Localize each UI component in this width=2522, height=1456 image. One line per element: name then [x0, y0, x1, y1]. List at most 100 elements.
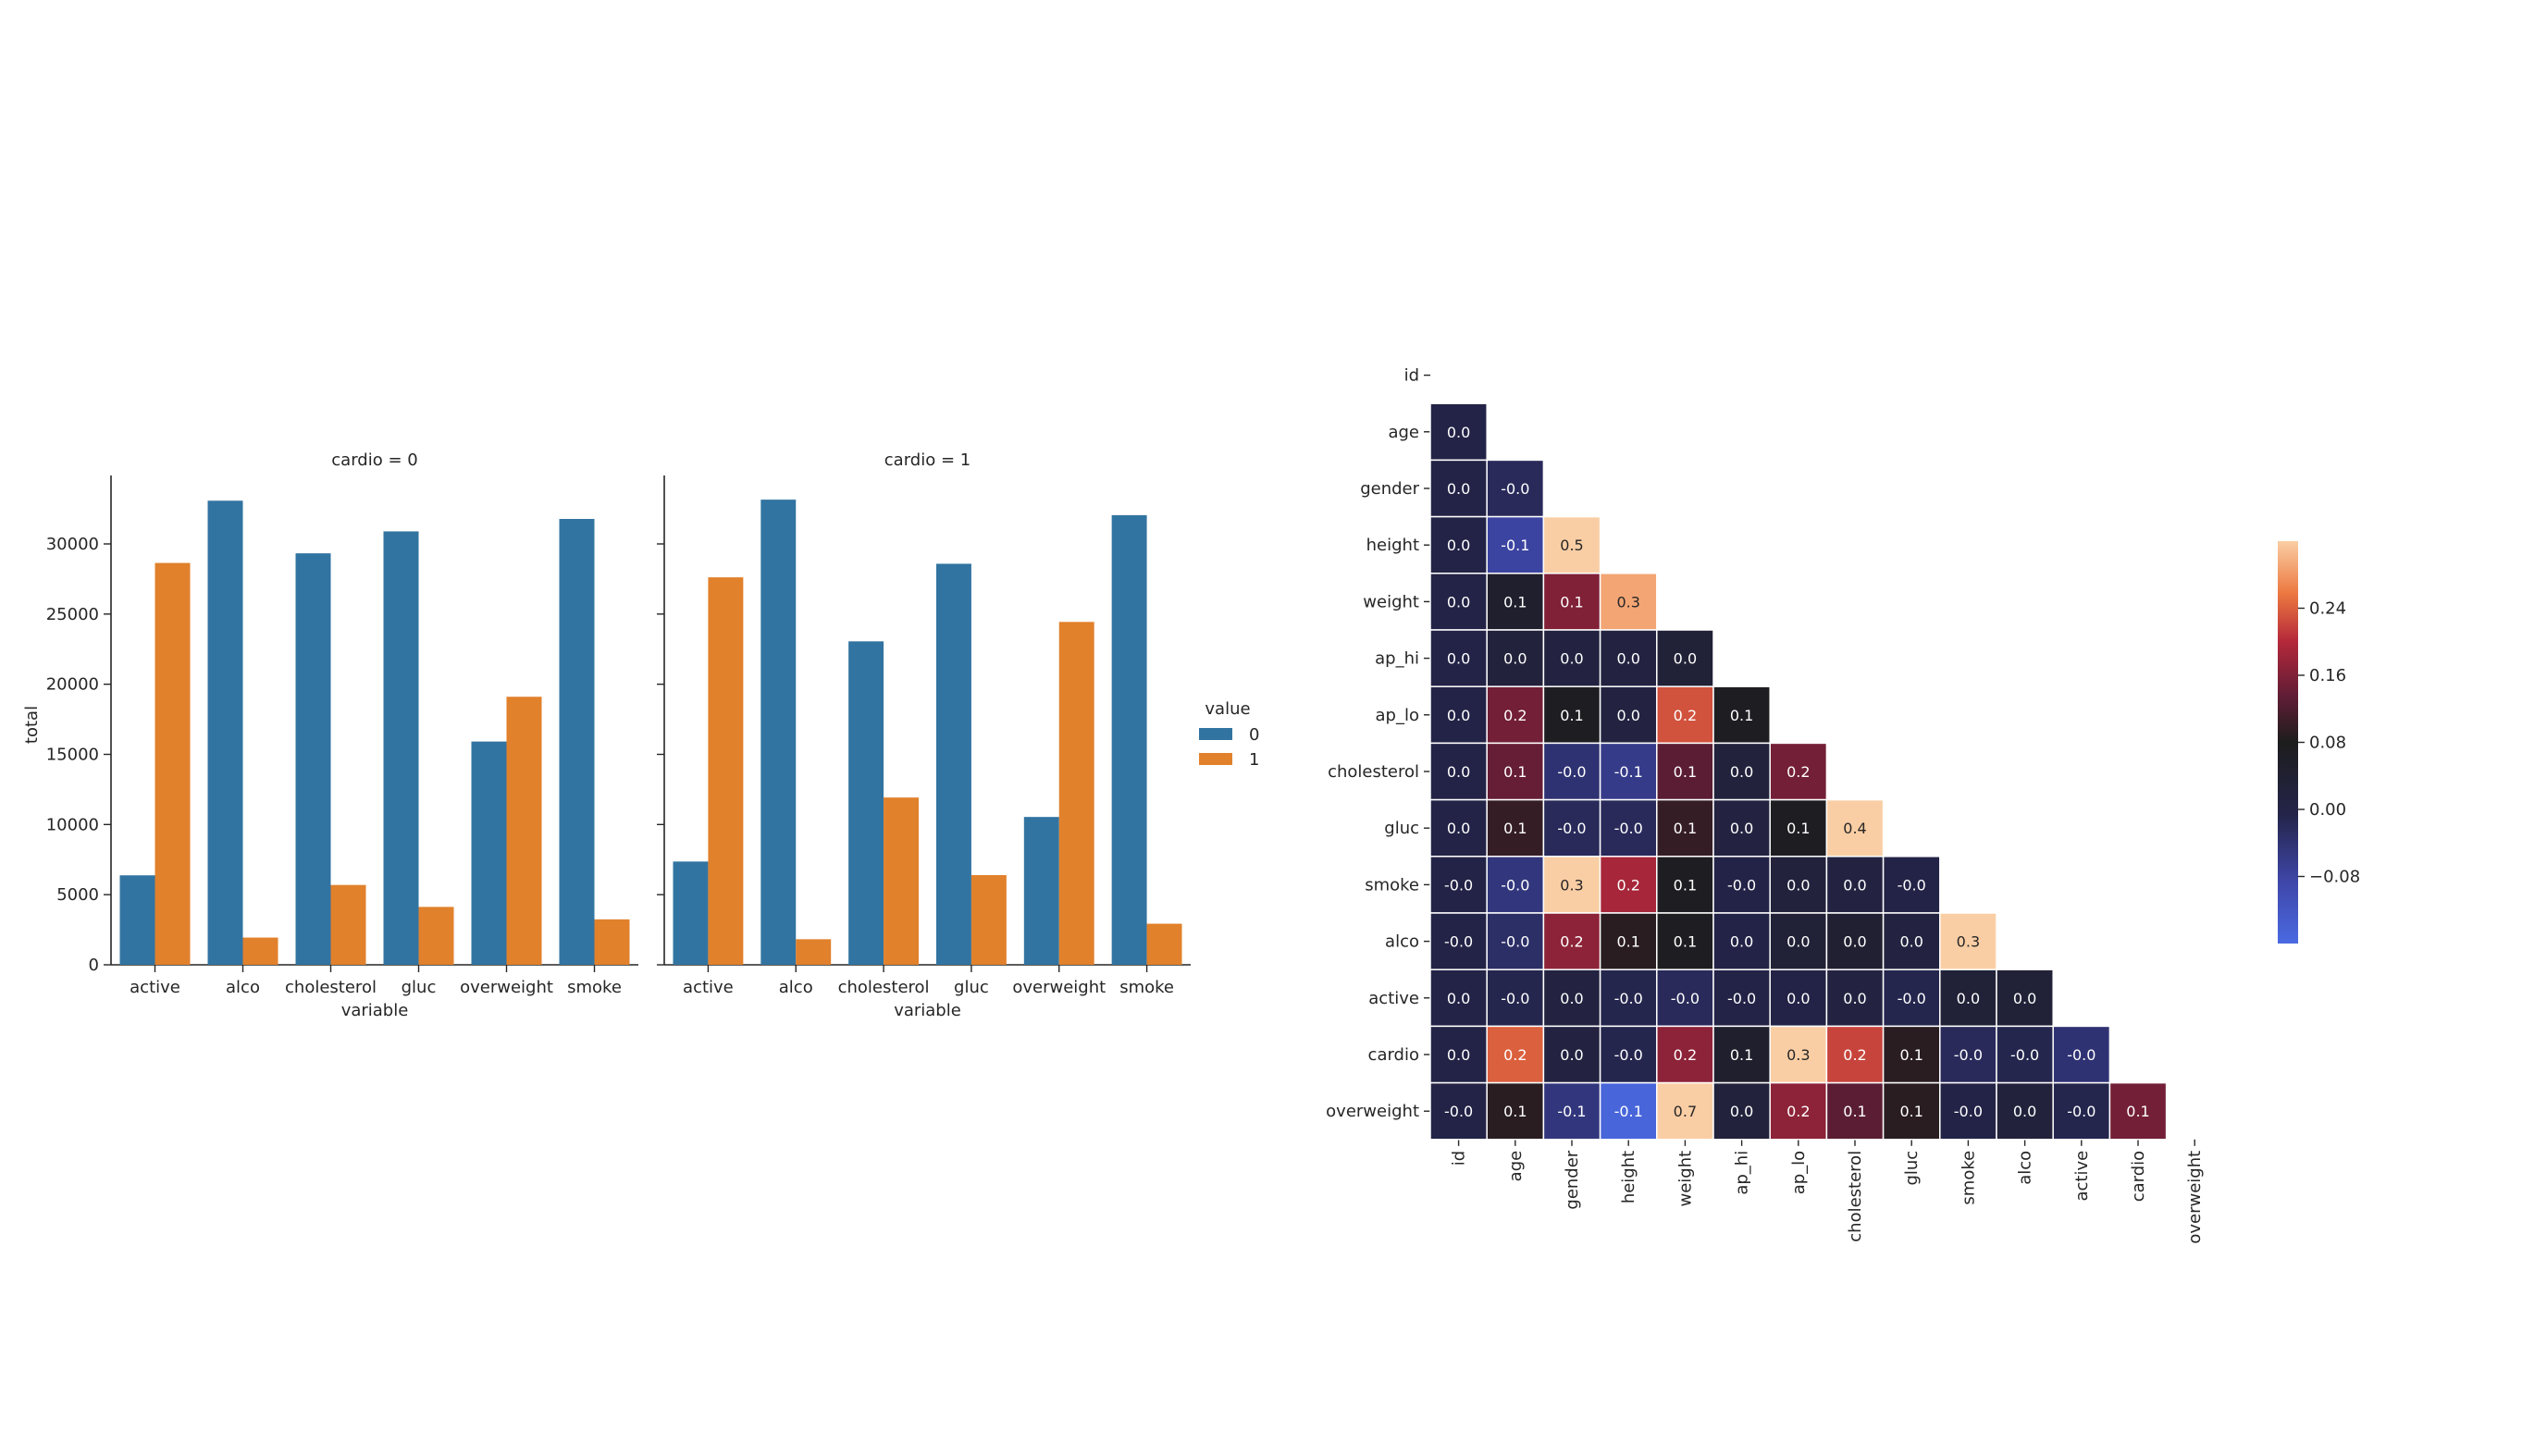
row-label-cholesterol: cholesterol: [1328, 762, 1419, 782]
cell-smoke-weight: [1656, 856, 1714, 914]
cell-ap_lo-height: [1599, 685, 1658, 745]
cell-label-alco-cholesterol: 0.0: [1843, 933, 1866, 951]
cell-label-weight-id: 0.0: [1447, 593, 1470, 611]
cell-active-weight: [1656, 969, 1714, 1028]
cell-height-gender: [1542, 515, 1601, 574]
cell-age-id: [1429, 402, 1488, 462]
bar-smoke-value-1: [594, 919, 630, 965]
cell-label-cardio-smoke: -0.0: [1954, 1046, 1983, 1064]
cell-smoke-ap_lo: [1769, 856, 1828, 914]
cell-smoke-ap_hi: [1712, 856, 1771, 914]
y-tick-label: 5000: [56, 885, 99, 905]
cell-label-alco-gender: 0.2: [1560, 933, 1583, 951]
cell-weight-height: [1599, 573, 1658, 631]
y-axis-label: total: [22, 706, 42, 744]
x-tick-label: active: [683, 978, 734, 997]
cell-height-age: [1486, 515, 1545, 574]
row-label-overweight: overweight: [1326, 1102, 1419, 1121]
cell-label-gluc-gender: -0.0: [1557, 820, 1586, 837]
legend-swatch-0: [1199, 728, 1232, 740]
cell-overweight-id: [1429, 1081, 1488, 1141]
cell-cholesterol-gender: [1542, 742, 1601, 801]
cell-label-overweight-height: -0.1: [1614, 1103, 1643, 1120]
cell-cholesterol-weight: [1656, 742, 1714, 801]
cell-label-active-ap_hi: -0.0: [1727, 990, 1756, 1007]
cell-label-active-gluc: -0.0: [1898, 990, 1926, 1007]
cell-label-height-id: 0.0: [1447, 537, 1470, 554]
colorbar-tick-label: 0.16: [2309, 666, 2346, 685]
cell-label-cholesterol-ap_hi: 0.0: [1730, 763, 1753, 781]
y-tick-label: 10000: [46, 815, 99, 834]
cell-alco-gluc: [1882, 912, 1941, 970]
y-tick-label: 20000: [46, 675, 99, 695]
y-tick-label: 0: [89, 956, 99, 975]
cell-label-cardio-gluc: 0.1: [1899, 1046, 1922, 1064]
x-tick-label: overweight: [460, 978, 553, 997]
cell-label-overweight-active: -0.0: [2067, 1103, 2095, 1120]
cell-label-overweight-id: -0.0: [1444, 1103, 1473, 1120]
cell-label-active-age: -0.0: [1501, 990, 1529, 1007]
bar-active-value-0: [119, 875, 155, 965]
cell-label-cardio-ap_lo: 0.3: [1786, 1046, 1810, 1064]
cell-label-overweight-ap_hi: 0.0: [1730, 1103, 1753, 1120]
cell-label-gluc-cholesterol: 0.4: [1843, 820, 1866, 837]
cell-cardio-smoke: [1939, 1025, 1997, 1084]
cell-label-ap_lo-height: 0.0: [1616, 707, 1639, 724]
bar-cholesterol-value-0: [295, 553, 331, 965]
cell-label-ap_hi-id: 0.0: [1447, 650, 1470, 668]
bar-active-value-1: [708, 577, 744, 965]
cell-label-gluc-ap_lo: 0.1: [1786, 820, 1810, 837]
x-tick-label: gluc: [954, 978, 989, 997]
cell-label-alco-ap_lo: 0.0: [1786, 933, 1810, 951]
colorbar-tick-label: −0.08: [2309, 868, 2360, 887]
cell-label-ap_hi-weight: 0.0: [1674, 650, 1697, 668]
cell-overweight-cardio: [2108, 1081, 2168, 1141]
x-tick-label: gluc: [402, 978, 437, 997]
row-label-id: id: [1404, 366, 1419, 386]
cell-label-ap_hi-gender: 0.0: [1560, 650, 1583, 668]
cell-label-gender-age: -0.0: [1501, 480, 1529, 498]
cell-alco-ap_hi: [1712, 912, 1771, 970]
cell-overweight-height: [1599, 1081, 1658, 1141]
col-label-height: height: [1619, 1151, 1638, 1203]
bar-active-value-0: [673, 861, 709, 965]
cell-alco-id: [1429, 912, 1488, 970]
col-label-cardio: cardio: [2129, 1151, 2148, 1202]
cell-label-weight-height: 0.3: [1616, 593, 1639, 611]
cell-label-weight-age: 0.1: [1503, 593, 1527, 611]
row-label-gender: gender: [1360, 479, 1419, 499]
cell-alco-weight: [1656, 912, 1714, 970]
cell-label-smoke-age: -0.0: [1501, 876, 1529, 894]
colorbar-tick-label: 0.08: [2309, 734, 2346, 753]
cell-label-smoke-ap_lo: 0.0: [1786, 876, 1810, 894]
cell-smoke-id: [1429, 856, 1488, 914]
bar-overweight-value-0: [1023, 817, 1059, 965]
bar-gluc-value-0: [383, 531, 419, 965]
cell-label-ap_hi-age: 0.0: [1503, 650, 1527, 668]
cell-label-cardio-weight: 0.2: [1674, 1046, 1697, 1064]
legend-label-0: 0: [1249, 725, 1259, 745]
col-label-active: active: [2072, 1151, 2092, 1202]
bar-overweight-value-1: [506, 697, 542, 965]
bar-cholesterol-value-0: [848, 641, 884, 965]
bar-overweight-value-1: [1058, 622, 1094, 965]
cell-overweight-ap_lo: [1769, 1081, 1828, 1141]
cell-label-overweight-weight: 0.7: [1674, 1103, 1697, 1120]
cell-gluc-weight: [1656, 798, 1714, 858]
col-label-ap_hi: ap_hi: [1733, 1151, 1752, 1195]
cell-label-ap_hi-height: 0.0: [1616, 650, 1639, 668]
x-tick-label: smoke: [567, 978, 622, 997]
row-label-ap_lo: ap_lo: [1376, 706, 1419, 725]
cell-label-smoke-height: 0.2: [1616, 876, 1639, 894]
cell-ap_lo-gender: [1542, 685, 1601, 745]
cell-overweight-smoke: [1939, 1081, 1997, 1141]
col-label-smoke: smoke: [1959, 1151, 1978, 1205]
heatmap: id id age age gender gender height height weight…: [1326, 366, 2205, 1244]
row-label-height: height: [1366, 536, 1419, 555]
cell-label-ap_lo-gender: 0.1: [1560, 707, 1583, 724]
cell-label-cardio-active: -0.0: [2067, 1046, 2095, 1064]
bar-smoke-value-1: [1146, 923, 1182, 965]
cell-label-active-gender: 0.0: [1560, 990, 1583, 1007]
bar-alco-value-0: [207, 500, 243, 965]
